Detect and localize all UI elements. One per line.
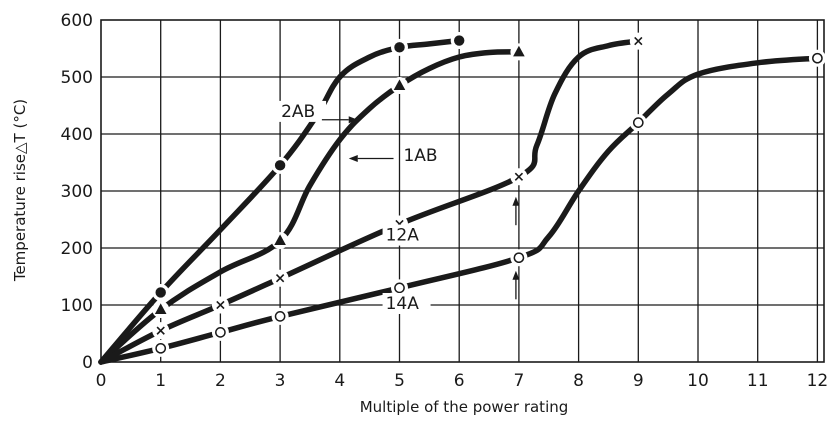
data-point-12a: [156, 326, 165, 335]
data-point-12a: [634, 36, 643, 46]
label-bg-14a: [382, 292, 431, 314]
data-point-14a: [155, 342, 167, 354]
x-tick-label: 7: [513, 371, 524, 391]
y-tick-label: 400: [61, 125, 93, 145]
series-label-1ab: 1AB: [403, 146, 437, 166]
plot-frame: [100, 19, 825, 363]
data-point-1ab: [154, 303, 167, 314]
data-point-1ab: [274, 234, 286, 245]
label-bg-1ab: [400, 144, 449, 166]
data-point-12a: [275, 274, 285, 283]
data-point-2ab: [274, 160, 286, 171]
data-point-12a: [216, 300, 225, 310]
data-point-14a: [215, 327, 226, 338]
series-line-14a: [98, 55, 821, 365]
data-point-2ab: [454, 35, 465, 46]
data-point-14a: [513, 252, 525, 264]
data-point-1ab: [393, 79, 406, 90]
y-tick-label: 200: [61, 239, 93, 259]
data-point-14a: [394, 282, 405, 294]
data-point-2ab: [155, 287, 166, 298]
x-tick-label: 5: [394, 371, 405, 391]
x-tick-label: 0: [96, 371, 107, 391]
data-point-1ab: [513, 45, 525, 57]
x-tick-label: 2: [215, 371, 226, 391]
label-bg-2ab: [278, 100, 327, 122]
series-label-14a: 14A: [386, 294, 420, 314]
data-point-14a: [812, 52, 823, 64]
y-tick-label: 600: [61, 11, 93, 31]
x-tick-label: 8: [573, 371, 584, 391]
x-tick-label: 9: [633, 371, 644, 391]
x-tick-label: 4: [334, 371, 345, 391]
y-axis-title: Temperature rise△T (°C): [11, 99, 29, 282]
series-line-1ab: [98, 49, 522, 365]
series-label-2ab: 2AB: [281, 102, 315, 122]
series-labels: 2AB 1AB 12A 14A: [278, 100, 520, 314]
x-tick-label: 10: [687, 371, 709, 391]
series-label-12a: 12A: [386, 226, 420, 246]
y-tick-label: 300: [61, 182, 93, 202]
arrowhead-12a: [512, 196, 520, 206]
x-tick-label: 11: [747, 371, 769, 391]
x-tick-label: 12: [807, 371, 829, 391]
data-point-14a: [632, 117, 644, 128]
arrowhead-14a: [512, 270, 520, 280]
data-point-14a: [274, 311, 286, 322]
label-bg-12a: [382, 224, 431, 246]
arrowhead-1ab: [348, 155, 358, 163]
x-tick-label: 6: [454, 371, 465, 391]
data-point-12a: [514, 172, 524, 181]
arrowhead-2ab: [348, 116, 358, 124]
x-tick-label: 1: [155, 371, 166, 391]
y-tick-label: 100: [61, 296, 93, 316]
y-tick-label: 0: [82, 353, 93, 373]
y-tick-label: 500: [61, 68, 93, 88]
data-point-2ab: [394, 42, 405, 53]
grid: [100, 19, 825, 363]
x-axis-title: Multiple of the power rating: [360, 398, 569, 416]
series-line-12a: [98, 38, 642, 365]
x-tick-label: 3: [275, 371, 286, 391]
series-markers: [152, 32, 826, 357]
